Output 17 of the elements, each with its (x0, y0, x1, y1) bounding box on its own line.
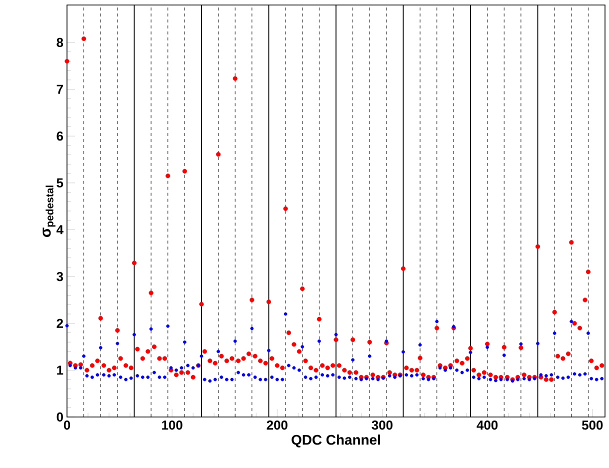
y-tick-label: 3 (56, 272, 64, 282)
y-tick-label: 1 (57, 366, 64, 375)
y-tick-label: 2 (56, 318, 63, 328)
y-tick-label: 5 (56, 178, 64, 188)
y-tick-label: 6 (56, 132, 64, 141)
y-tick-label: 8 (56, 38, 64, 48)
y-tick-label: 4 (56, 225, 64, 234)
y-axis-title: σ$_{pedestal}$ (42, 186, 56, 238)
x-tick-label: 400 (476, 420, 498, 430)
x-tick-label: 200 (266, 420, 288, 430)
x-axis-title: QDC Channel (292, 434, 380, 448)
x-tick-label: 100 (162, 420, 182, 430)
x-tick-label: 300 (372, 420, 393, 430)
x-tick-label: 0 (64, 420, 70, 430)
y-tick-label: 7 (56, 84, 63, 94)
x-tick-label: 500 (582, 420, 603, 430)
y-tick-label: 0 (56, 412, 63, 422)
